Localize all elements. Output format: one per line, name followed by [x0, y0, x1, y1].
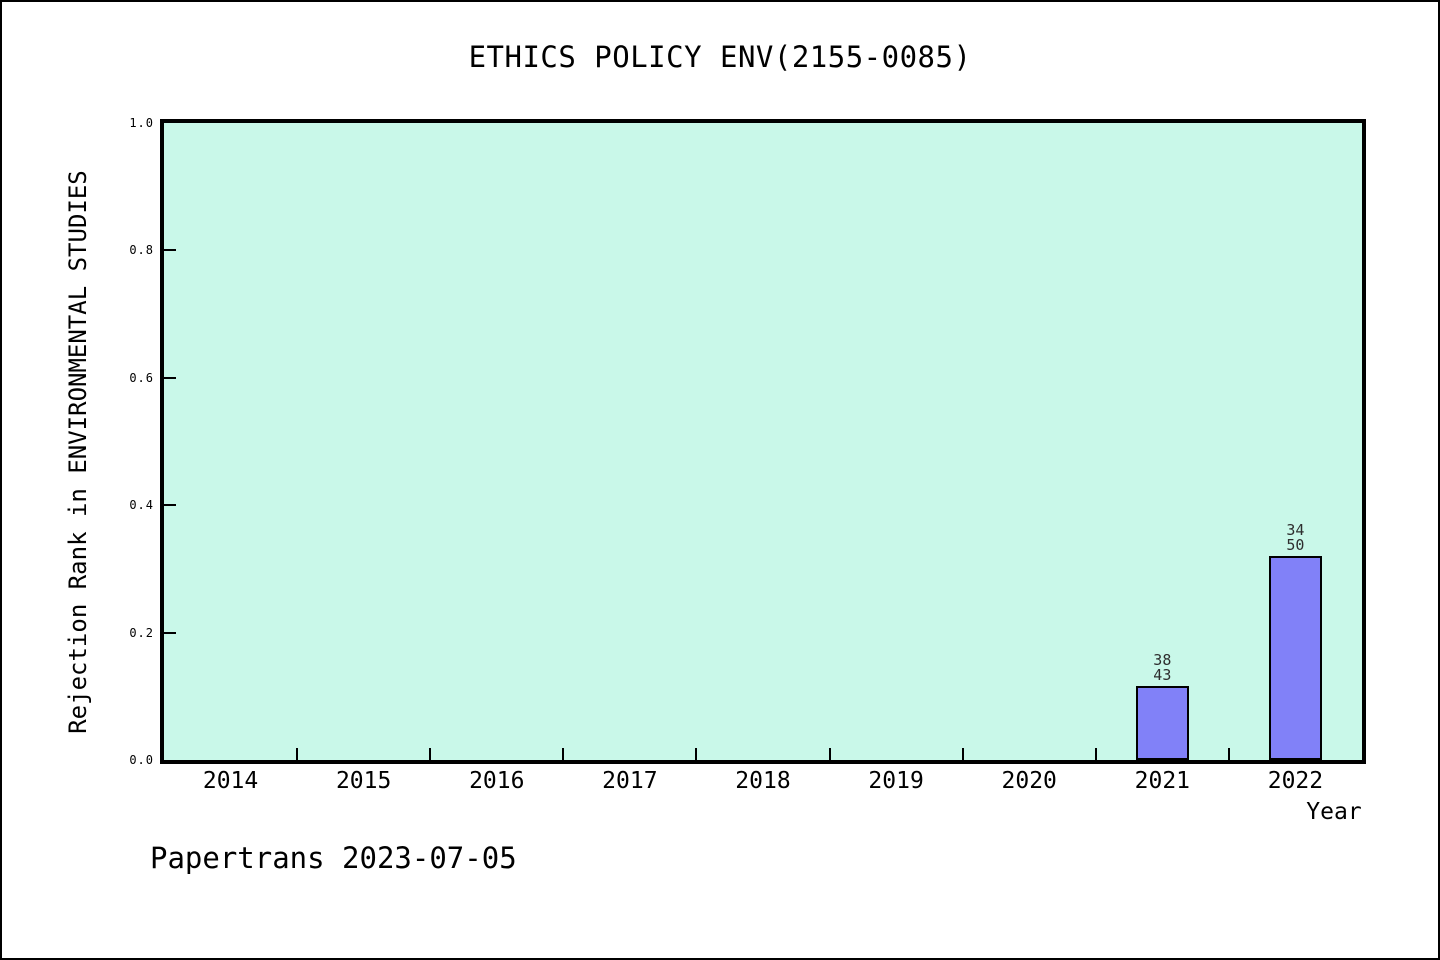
y-tick-label: 0.4 — [129, 498, 154, 513]
y-tick-label: 0.2 — [129, 625, 154, 640]
x-tick-mark — [695, 748, 698, 760]
x-tick-label: 2014 — [202, 768, 259, 794]
x-tick-label: 2020 — [1001, 768, 1057, 794]
y-tick-mark — [164, 631, 176, 634]
bar-2021 — [1135, 686, 1189, 760]
y-tick-label: 0.6 — [129, 370, 154, 385]
x-tick-mark — [562, 748, 565, 760]
x-tick-label: 2018 — [735, 768, 791, 794]
y-tick-mark — [164, 504, 176, 507]
x-tick-mark — [296, 748, 299, 760]
x-tick-label: 2021 — [1134, 768, 1191, 794]
x-tick-label: 2017 — [602, 768, 658, 794]
y-tick-mark — [164, 249, 176, 252]
plot-area — [160, 119, 1366, 764]
bar-value-line: 34 — [1286, 521, 1305, 540]
y-axis-label: Rejection Rank in ENVIRONMENTAL STUDIES — [64, 170, 92, 734]
y-tick-label: 0.0 — [129, 753, 154, 767]
bar-value-label: 38 43 — [1122, 653, 1202, 683]
y-tick-label: 1.0 — [129, 116, 154, 130]
x-tick-label: 2022 — [1267, 768, 1324, 794]
x-tick-mark — [1094, 748, 1097, 760]
bar-value-label: 34 50 — [1255, 523, 1335, 553]
watermark-text: Papertrans 2023-07-05 — [150, 841, 517, 875]
x-tick-label: 2019 — [868, 768, 924, 794]
bar-value-line: 38 — [1153, 651, 1172, 670]
x-tick-mark — [828, 748, 831, 760]
x-tick-mark — [1227, 748, 1230, 760]
x-tick-mark — [961, 748, 964, 760]
y-tick-label: 0.8 — [129, 243, 154, 258]
y-tick-mark — [164, 376, 176, 379]
bar-2022 — [1268, 556, 1322, 760]
x-axis-label: Year — [1306, 799, 1362, 825]
x-tick-label: 2016 — [469, 768, 525, 794]
bar-value-line: 43 — [1153, 666, 1172, 685]
chart-title: ETHICS POLICY ENV(2155-0085) — [468, 40, 972, 74]
bar-value-line: 50 — [1286, 536, 1305, 555]
x-tick-mark — [429, 748, 432, 760]
x-tick-label: 2015 — [335, 768, 392, 794]
